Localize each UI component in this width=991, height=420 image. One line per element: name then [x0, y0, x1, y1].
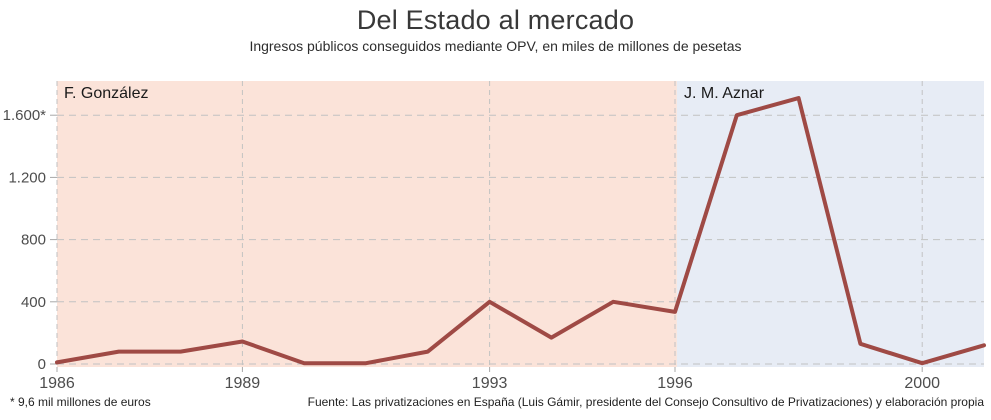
- x-tick-label: 1986: [39, 375, 75, 392]
- region-label-gonzalez: F. González: [64, 85, 149, 102]
- chart-subtitle: Ingresos públicos conseguidos mediante O…: [249, 38, 742, 54]
- footnote: * 9,6 mil millones de euros: [10, 395, 151, 409]
- x-tick-label: 1996: [657, 375, 693, 392]
- x-tick-label: 1993: [472, 375, 508, 392]
- y-tick-label: 1.200: [8, 169, 46, 186]
- source-attribution: Fuente: Las privatizaciones en España (L…: [307, 395, 984, 409]
- y-tick-label: 0: [38, 356, 46, 373]
- opv-revenue-line: [55, 96, 986, 366]
- y-tick-label: 1.600*: [3, 107, 47, 124]
- x-tick-label: 2000: [904, 375, 940, 392]
- y-tick-label: 800: [21, 232, 46, 249]
- region-label-aznar: J. M. Aznar: [684, 85, 765, 102]
- y-tick-label: 400: [21, 294, 46, 311]
- era-region-0: [57, 81, 677, 367]
- chart-title: Del Estado al mercado: [356, 5, 635, 35]
- x-tick-label: 1989: [225, 375, 261, 392]
